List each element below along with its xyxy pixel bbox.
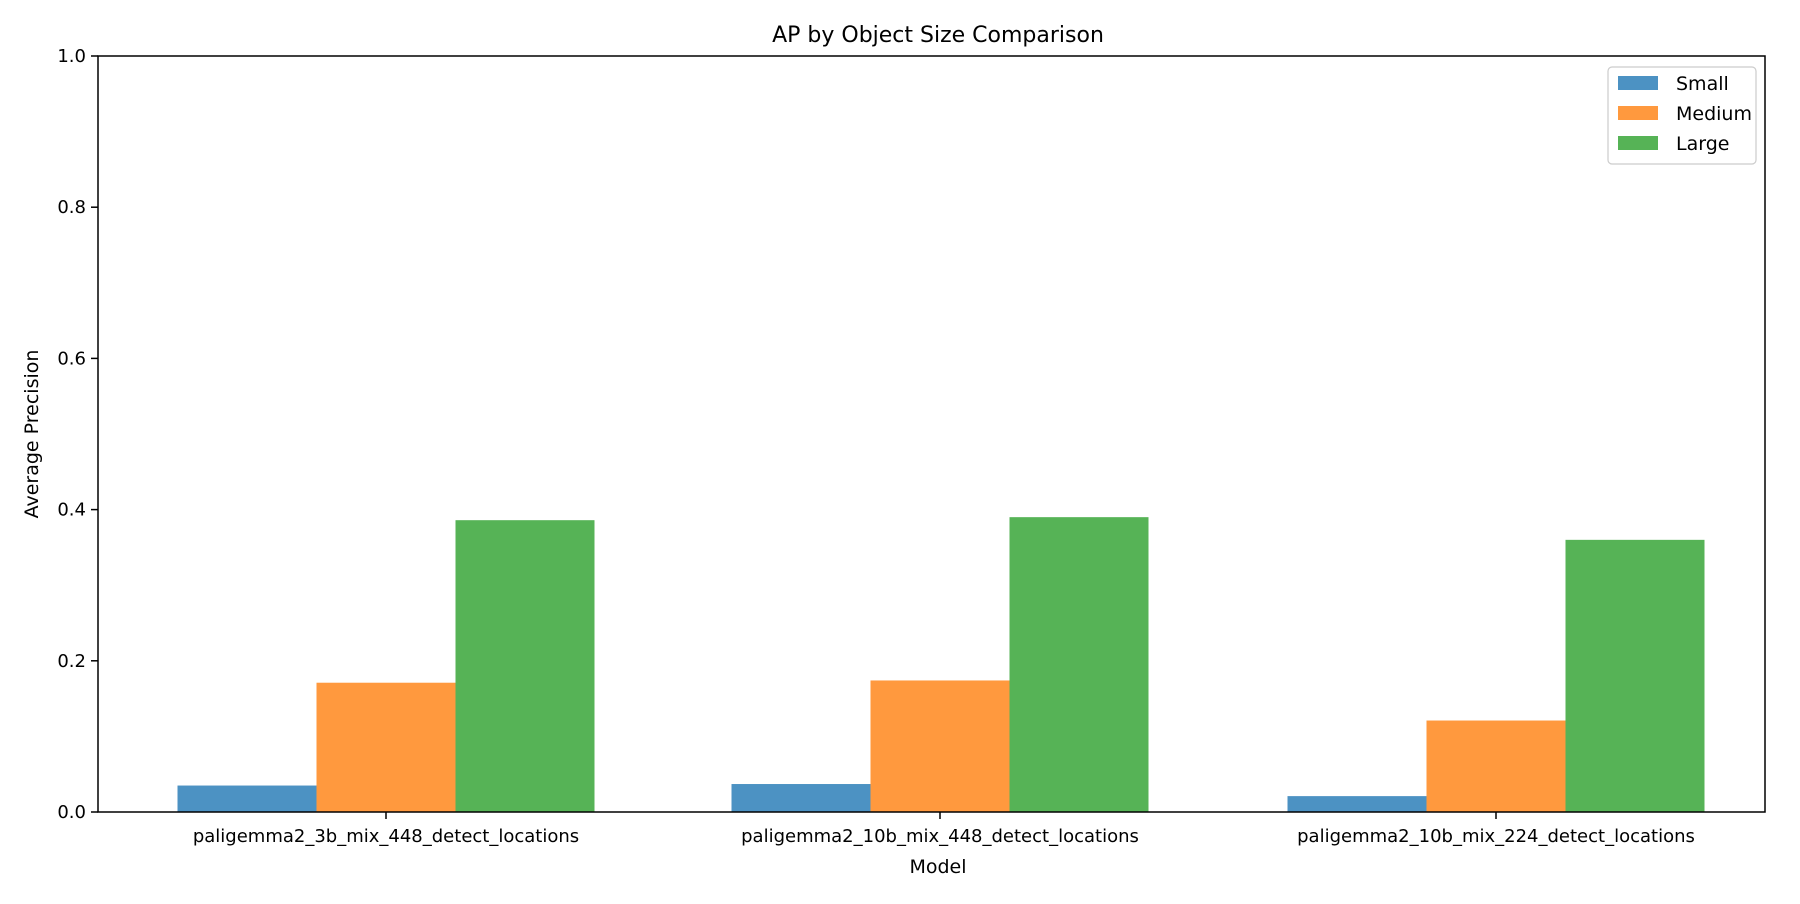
bars-layer (177, 517, 1705, 812)
bar-medium-1 (316, 682, 456, 812)
y-tick-label: 0.8 (57, 197, 86, 218)
y-axis-ticks: 0.0 0.2 0.4 0.6 0.8 1.0 (57, 46, 98, 823)
y-axis-label: Average Precision (21, 350, 43, 519)
chart-title: AP by Object Size Comparison (772, 23, 1104, 48)
bar-large-1 (455, 520, 595, 812)
plot-area-frame (97, 55, 1766, 813)
legend-swatch-small (1618, 76, 1658, 90)
y-tick-label: 0.0 (57, 802, 86, 823)
y-tick-label: 0.2 (57, 651, 86, 672)
bar-small-1 (177, 785, 317, 812)
legend-label-medium: Medium (1676, 103, 1752, 125)
legend-label-small: Small (1676, 73, 1729, 95)
bar-medium-2 (870, 680, 1010, 812)
bar-small-2 (731, 784, 871, 812)
x-axis-label: Model (909, 856, 966, 878)
y-tick-label: 1.0 (57, 46, 86, 67)
bar-small-3 (1287, 796, 1427, 812)
x-tick-label: paligemma2_3b_mix_448_detect_locations (193, 826, 579, 847)
legend-label-large: Large (1676, 133, 1729, 155)
bar-large-3 (1565, 539, 1705, 812)
legend-swatch-large (1618, 136, 1658, 150)
x-tick-label: paligemma2_10b_mix_224_detect_locations (1297, 826, 1695, 847)
legend-swatch-medium (1618, 106, 1658, 120)
bar-medium-3 (1426, 720, 1566, 812)
bar-large-2 (1009, 517, 1149, 812)
x-axis-ticks: paligemma2_3b_mix_448_detect_locations pa… (193, 812, 1695, 847)
x-tick-label: paligemma2_10b_mix_448_detect_locations (741, 826, 1139, 847)
legend: Small Medium Large (1607, 66, 1757, 165)
y-tick-label: 0.4 (57, 500, 86, 521)
y-tick-label: 0.6 (57, 348, 86, 369)
